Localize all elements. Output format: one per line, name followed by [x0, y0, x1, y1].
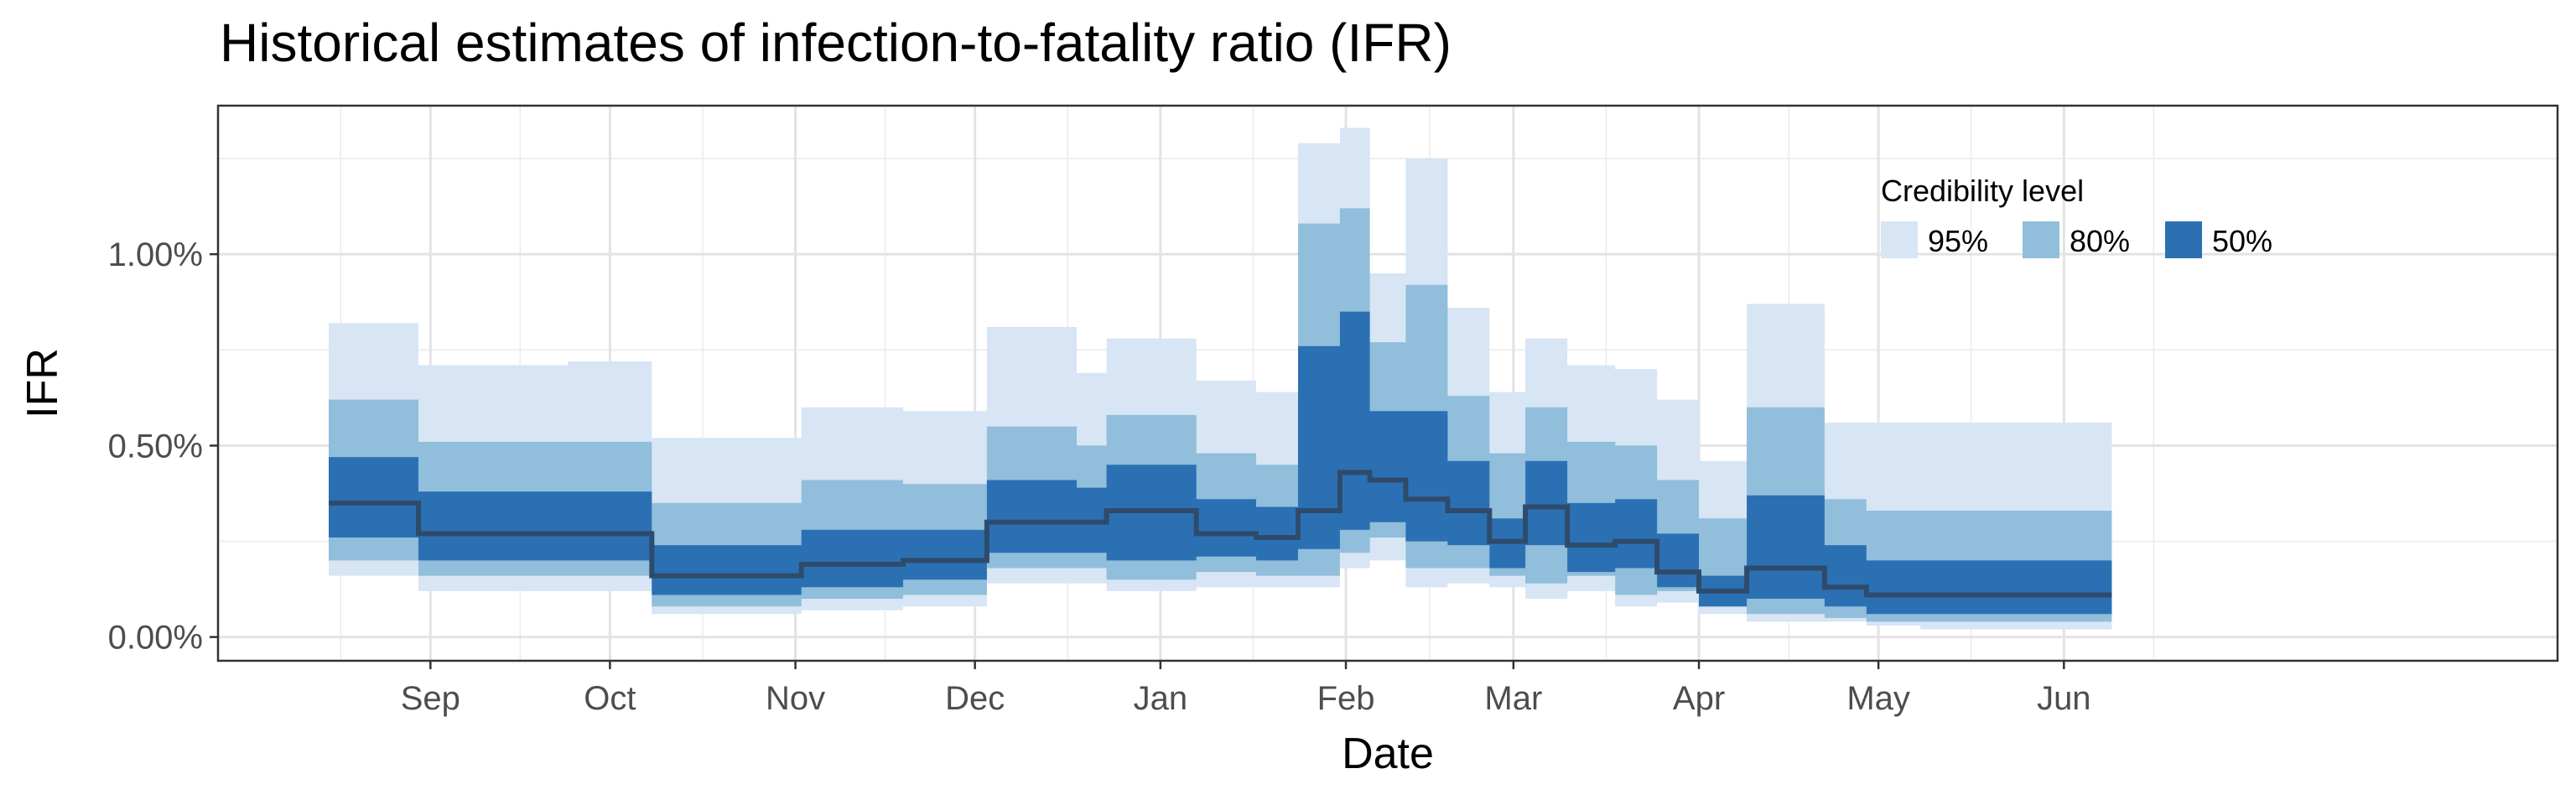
x-axis: Sep Oct Nov Dec Jan Feb Mar Apr May Jun: [401, 661, 2091, 717]
x-tick-label: Jun: [2037, 680, 2091, 717]
y-tick-label: 1.00%: [108, 236, 203, 273]
y-tick-label: 0.50%: [108, 428, 203, 465]
credibility-bands: [329, 127, 2112, 630]
chart-title: Historical estimates of infection-to-fat…: [220, 13, 1452, 73]
x-tick-label: Sep: [401, 680, 460, 717]
median-line-group: [329, 470, 2112, 598]
legend: Credibility level 95% 80% 50%: [1881, 174, 2272, 258]
y-axis-title: IFR: [18, 348, 67, 418]
legend-label: 95%: [1928, 224, 1988, 258]
y-axis: 0.00% 0.50% 1.00%: [108, 236, 218, 657]
legend-label: 80%: [2070, 224, 2130, 258]
x-tick-label: Mar: [1484, 680, 1542, 717]
x-axis-title: Date: [1342, 730, 1434, 778]
x-tick-label: Apr: [1673, 680, 1725, 717]
x-tick-label: Nov: [766, 680, 825, 717]
median-line: [329, 470, 2112, 598]
y-tick-label: 0.00%: [108, 620, 203, 657]
legend-key-95pct: [1881, 221, 1918, 258]
x-tick-label: May: [1846, 680, 1910, 717]
x-tick-label: Jan: [1134, 680, 1188, 717]
legend-title: Credibility level: [1881, 174, 2084, 208]
legend-key-80pct: [2023, 221, 2059, 258]
x-tick-label: Oct: [584, 680, 636, 717]
band-80pct: [329, 208, 2112, 622]
legend-key-50pct: [2165, 221, 2202, 258]
legend-label: 50%: [2212, 224, 2272, 258]
x-tick-label: Dec: [945, 680, 1005, 717]
x-tick-label: Feb: [1317, 680, 1375, 717]
band-50pct: [329, 311, 2112, 615]
plot-panel-border: [216, 104, 2559, 662]
